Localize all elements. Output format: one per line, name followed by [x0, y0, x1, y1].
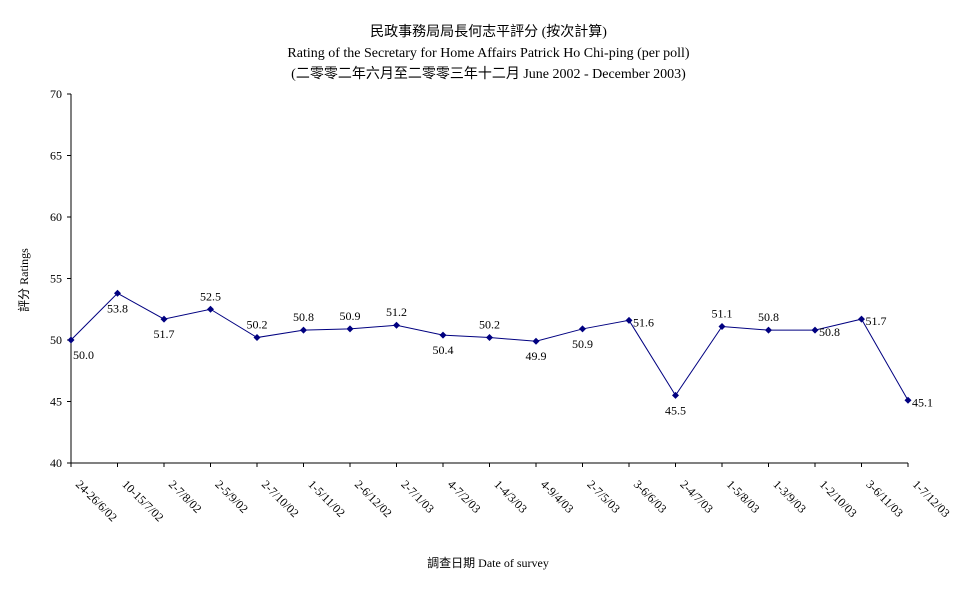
- x-tick-label: 3-6/6/03: [631, 477, 670, 516]
- chart-title: 民政事務局局長何志平評分 (按次計算): [370, 25, 607, 40]
- data-label: 51.7: [154, 327, 175, 341]
- x-tick-label: 4-7/2/03: [445, 477, 484, 516]
- x-tick-label: 2-6/12/02: [352, 477, 395, 520]
- data-point: [579, 325, 586, 333]
- x-tick-label: 1-4/3/03: [491, 477, 530, 516]
- y-tick-label: 65: [50, 149, 62, 163]
- data-point: [672, 391, 679, 399]
- x-tick-label: 3-6/11/03: [863, 477, 906, 520]
- data-point: [393, 321, 400, 329]
- data-point: [346, 325, 354, 333]
- x-tick-label: 2-7/8/02: [166, 477, 205, 516]
- y-tick-label: 40: [50, 456, 62, 470]
- data-label: 50.2: [247, 318, 268, 332]
- y-tick-label: 55: [50, 272, 62, 286]
- data-labels: 50.0 53.8 51.7 52.5 50.2 50.8 50.9 51.2 50.4 50.2…: [73, 289, 933, 417]
- x-tick-label: 1-5/11/02: [305, 477, 348, 520]
- data-label: 45.5: [665, 403, 686, 417]
- x-tick-label: 10-15/7/02: [119, 477, 166, 524]
- series-ratings: [67, 289, 912, 404]
- x-tick-label: 1-7/12/03: [910, 477, 953, 520]
- x-tick-label: 1-2/10/03: [817, 477, 860, 520]
- x-tick-label: 1-3/9/03: [770, 477, 809, 516]
- x-tick-label: 2-5/9/02: [212, 477, 251, 516]
- y-tick-label: 45: [50, 395, 62, 409]
- data-label: 49.9: [526, 349, 547, 363]
- y-tick-label: 50: [50, 333, 62, 347]
- data-label: 51.1: [712, 306, 733, 320]
- data-point: [858, 315, 865, 323]
- data-point: [532, 337, 540, 345]
- data-label: 50.9: [572, 337, 593, 351]
- chart-subtitle: Rating of the Secretary for Home Affairs…: [287, 46, 690, 61]
- data-label: 52.5: [200, 289, 221, 303]
- data-label: 50.2: [479, 318, 500, 332]
- data-point: [160, 315, 168, 323]
- data-point: [67, 336, 75, 344]
- data-label: 51.7: [866, 314, 887, 328]
- data-point: [439, 331, 447, 339]
- chart-date-range: (二零零二年六月至二零零三年十二月 June 2002 - December 2…: [291, 67, 686, 82]
- data-label: 53.8: [107, 301, 128, 315]
- data-label: 50.8: [819, 325, 840, 339]
- data-label: 45.1: [912, 395, 933, 409]
- data-point: [300, 326, 307, 334]
- y-axis-label: 評分 Ratings: [16, 248, 31, 312]
- x-axis-ticks: 24-26/6/02 10-15/7/02 2-7/8/02 2-5/9/02 2-7/…: [70, 463, 953, 524]
- x-tick-label: 2-7/1/03: [398, 477, 437, 516]
- series-line: [70, 292, 909, 401]
- x-tick-label: 2-7/10/02: [259, 477, 302, 520]
- data-label: 50.8: [293, 310, 314, 324]
- x-axis-label: 調查日期 Date of survey: [427, 556, 549, 570]
- data-label: 51.2: [386, 305, 407, 319]
- data-point: [765, 326, 772, 334]
- x-tick-label: 2-4/7/03: [677, 477, 716, 516]
- data-label: 50.4: [433, 343, 454, 357]
- y-axis-ticks: 40 45 50 55 60 65 70: [50, 87, 71, 470]
- data-label: 50.0: [73, 348, 94, 362]
- data-label: 51.6: [633, 315, 654, 329]
- data-label: 50.9: [340, 309, 361, 323]
- data-point: [904, 396, 912, 404]
- y-tick-label: 60: [50, 210, 62, 224]
- y-tick-label: 70: [50, 87, 62, 101]
- x-tick-label: 4-9/4/03: [538, 477, 577, 516]
- x-tick-label: 2-7/5/03: [584, 477, 623, 516]
- x-tick-label: 24-26/6/02: [73, 477, 120, 524]
- data-point: [625, 316, 633, 324]
- data-point: [811, 326, 819, 334]
- data-label: 50.8: [758, 310, 779, 324]
- data-point: [114, 289, 121, 297]
- data-point: [207, 305, 214, 313]
- data-point: [486, 334, 493, 342]
- data-point: [718, 322, 726, 330]
- data-point: [253, 334, 261, 342]
- x-tick-label: 1-5/8/03: [724, 477, 763, 516]
- axes: [70, 94, 908, 464]
